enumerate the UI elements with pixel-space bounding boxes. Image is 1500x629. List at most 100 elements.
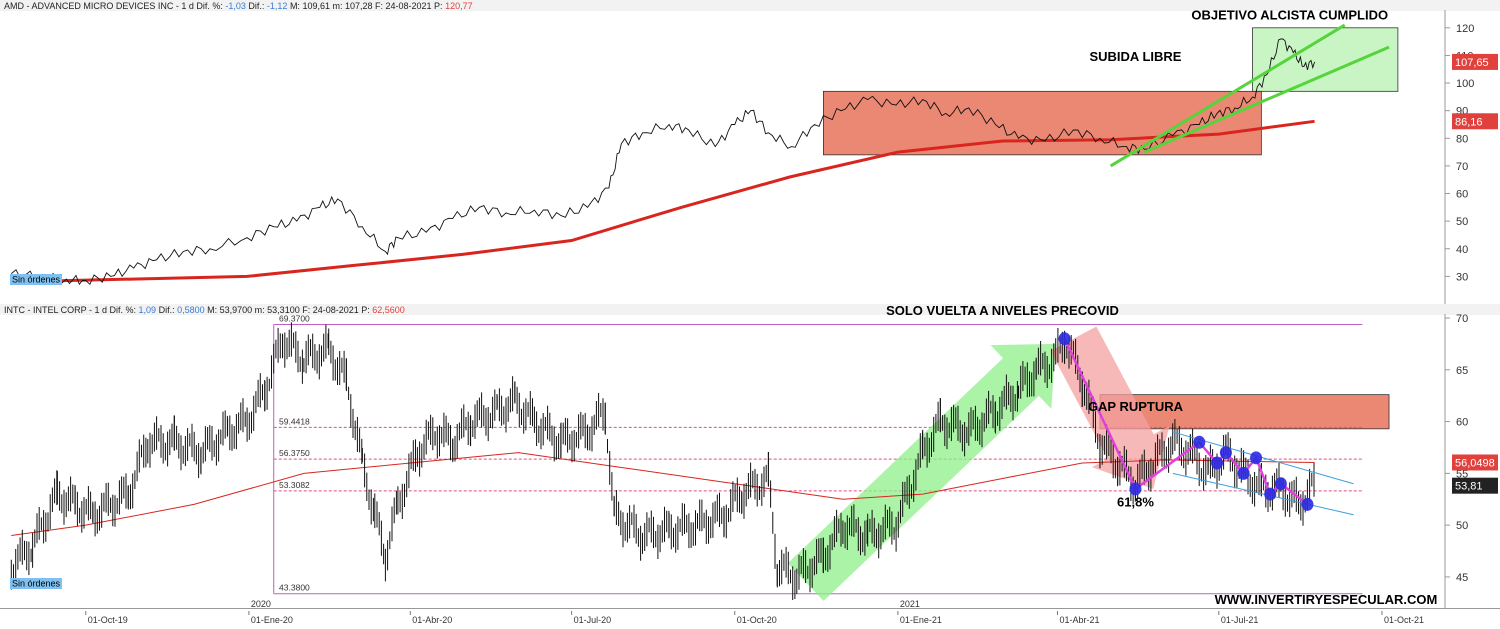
- header-field: 53,9700: [220, 305, 255, 315]
- fib-level-label: 56.3750: [279, 448, 310, 458]
- header-field: F:: [375, 1, 386, 11]
- panel-header-bar: [0, 0, 1500, 11]
- annotation-text: GAP RUPTURA: [1088, 399, 1184, 414]
- y-tick-label: 45: [1456, 572, 1468, 584]
- x-tick-label: 01-Oct-20: [737, 615, 777, 625]
- x-tick-label: 01-Jul-21: [1221, 615, 1259, 625]
- header-field: 109,61: [302, 1, 332, 11]
- last-price-tag: [1452, 53, 1498, 70]
- y-tick-label: 80: [1456, 133, 1468, 145]
- annotation-text: SOLO VUELTA A NIVELES PRECOVID: [886, 303, 1119, 318]
- ma-value-tag: [1452, 113, 1498, 130]
- header-field: P:: [434, 1, 445, 11]
- x-tick-label: 01-Oct-19: [88, 615, 128, 625]
- swing-point: [1211, 456, 1224, 470]
- header-field: 53,3100: [267, 305, 302, 315]
- y-tick-label: 40: [1456, 244, 1468, 256]
- zone-box: [1099, 394, 1390, 430]
- panel-header: INTC - INTEL CORP - 1 d Dif. %: 1,09 Dif…: [4, 305, 405, 315]
- header-field: 120,77: [445, 1, 473, 11]
- trendline: [1143, 45, 1390, 154]
- moving-average-line: [11, 452, 1315, 536]
- order-badge: [10, 274, 62, 285]
- swing-point: [1129, 482, 1142, 496]
- header-field: M:: [290, 1, 303, 11]
- x-year-label: 2021: [900, 599, 920, 609]
- panel-intc: INTC - INTEL CORP - 1 d Dif. %: 1,09 Dif…: [0, 303, 1500, 609]
- y-tick-label: 60: [1456, 189, 1468, 201]
- fib-level-label: 53.3082: [279, 480, 310, 490]
- x-tick-label: 01-Abr-20: [412, 615, 452, 625]
- x-year-label: 2020: [251, 599, 271, 609]
- swing-point: [1301, 497, 1314, 511]
- x-tick-label: 01-Abr-21: [1059, 615, 1099, 625]
- ma-value-tag: [1452, 454, 1498, 471]
- panel-header-bar: [0, 304, 1500, 315]
- header-field: 24-08-2021: [313, 305, 362, 315]
- channel-line: [1172, 472, 1354, 516]
- trendline: [1109, 23, 1346, 168]
- header-field: 0,5800: [177, 305, 207, 315]
- y-tick-label: 50: [1456, 520, 1468, 532]
- order-badge-label: Sin órdenes: [12, 275, 61, 285]
- order-badge-label: Sin órdenes: [12, 579, 61, 589]
- fib-level-label: 43.3800: [279, 583, 310, 593]
- ma-value-label: 86,16: [1455, 116, 1483, 128]
- x-tick-label: 01-Oct-21: [1384, 615, 1424, 625]
- y-tick-label: 30: [1456, 271, 1468, 283]
- swing-point: [1237, 466, 1250, 480]
- x-tick-label: 01-Ene-21: [900, 615, 942, 625]
- fib-level-label: 69.3700: [279, 314, 310, 324]
- y-tick-label: 70: [1456, 313, 1468, 325]
- panel-amd: AMD - ADVANCED MICRO DEVICES INC - 1 d D…: [0, 0, 1500, 305]
- ma-value-label: 56,0498: [1455, 457, 1495, 469]
- header-field: F:: [302, 305, 313, 315]
- header-field: Dif.:: [159, 305, 178, 315]
- annotation-text: OBJETIVO ALCISTA CUMPLIDO: [1191, 8, 1388, 23]
- zone-box: [823, 90, 1262, 156]
- swing-point: [1219, 446, 1232, 460]
- x-axis: 01-Oct-19 01-Ene-20 01-Abr-20 01-Jul-20 01-O…: [85, 599, 1424, 625]
- annotation-text: 61,8%: [1117, 495, 1154, 510]
- header-field: Dif. %:: [196, 1, 225, 11]
- y-tick-label: 120: [1456, 23, 1474, 35]
- header-field: 1,09: [139, 305, 159, 315]
- header-field: INTC - INTEL CORP - 1 d: [4, 305, 110, 315]
- y-tick-label: 70: [1456, 161, 1468, 173]
- x-tick-label: 01-Ene-20: [251, 615, 293, 625]
- swing-point: [1193, 435, 1206, 449]
- annotation-text: SUBIDA LIBRE: [1089, 49, 1181, 64]
- last-price-tag: [1452, 477, 1498, 494]
- y-tick-label: 65: [1456, 365, 1468, 377]
- header-field: -1,12: [267, 1, 290, 11]
- y-tick-label: 50: [1456, 216, 1468, 228]
- header-field: -1,03: [225, 1, 248, 11]
- header-field: m:: [332, 1, 345, 11]
- order-badge: [10, 578, 62, 589]
- swing-point: [1058, 332, 1071, 346]
- header-field: 24-08-2021: [386, 1, 435, 11]
- y-tick-label: 60: [1456, 417, 1468, 429]
- header-field: Dif. %:: [110, 305, 139, 315]
- header-field: P:: [361, 305, 372, 315]
- swing-point: [1250, 451, 1263, 465]
- swing-point: [1264, 487, 1277, 501]
- header-field: Dif.:: [248, 1, 267, 11]
- panel-header: AMD - ADVANCED MICRO DEVICES INC - 1 d D…: [4, 1, 473, 11]
- header-field: AMD - ADVANCED MICRO DEVICES INC - 1 d: [4, 1, 196, 11]
- watermark: WWW.INVERTIRYESPECULAR.COM: [1215, 592, 1438, 607]
- header-field: m:: [255, 305, 268, 315]
- x-tick-label: 01-Jul-20: [574, 615, 612, 625]
- trend-arrow: [1050, 326, 1170, 489]
- last-price-label: 53,81: [1455, 481, 1483, 493]
- last-price-label: 107,65: [1455, 57, 1489, 69]
- swing-point: [1274, 477, 1287, 491]
- header-field: 62,5600: [372, 305, 405, 315]
- y-tick-label: 100: [1456, 78, 1474, 90]
- header-field: 107,28: [345, 1, 375, 11]
- swing-path: [1063, 338, 1309, 506]
- header-field: M:: [207, 305, 220, 315]
- moving-average-line: [11, 119, 1315, 284]
- y-tick-label: 55: [1456, 468, 1468, 480]
